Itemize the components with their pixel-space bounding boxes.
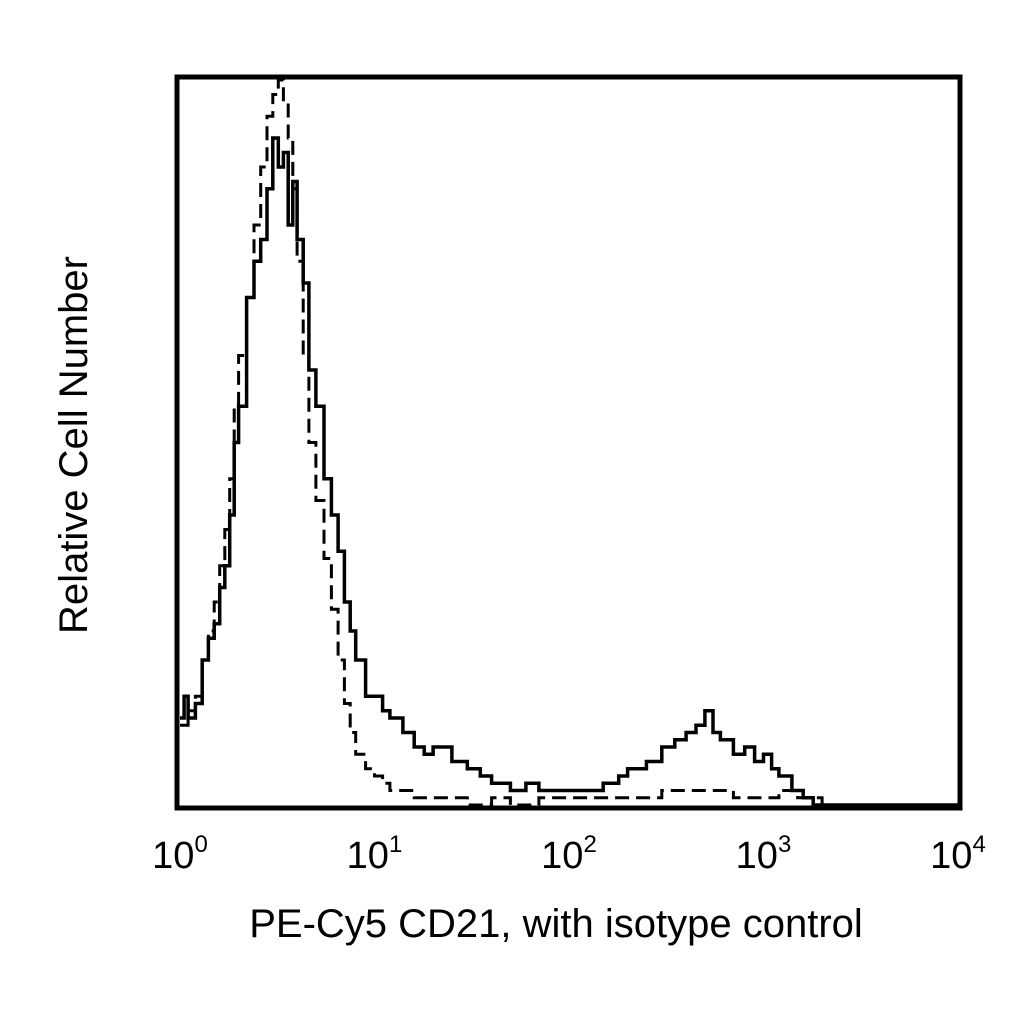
plot-frame [174,74,963,811]
x-tick-exponent: 4 [972,831,985,858]
x-tick-base: 10 [930,835,972,877]
x-tick-label: 104 [930,831,986,877]
x-tick-labels: 100 101 102 103 104 [152,831,986,877]
x-axis-title: PE-Cy5 CD21, with isotype control [249,902,863,946]
x-tick-label: 101 [347,831,403,877]
x-tick-exponent: 3 [778,831,791,858]
x-tick-base: 10 [541,835,583,877]
x-tick-label: 102 [541,831,597,877]
x-tick-label: 100 [152,831,208,877]
series-line-dashed [180,78,958,807]
series-line-solid [180,136,958,807]
x-tick-base: 10 [347,835,389,877]
x-tick-label: 103 [736,831,792,877]
x-tick-base: 10 [152,835,194,877]
x-tick-exponent: 0 [194,831,207,858]
x-tick-exponent: 2 [583,831,596,858]
x-tick-base: 10 [736,835,778,877]
x-tick-exponent: 1 [389,831,402,858]
series-layer [180,78,958,807]
y-axis-title: Relative Cell Number [52,256,96,634]
